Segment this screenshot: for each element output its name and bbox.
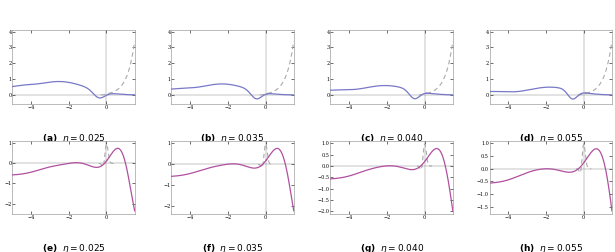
Text: $\mathbf{(c)}$  $\eta = 0.040$: $\mathbf{(c)}$ $\eta = 0.040$ — [360, 132, 423, 145]
Text: $\mathbf{(h)}$  $\eta = 0.055$: $\mathbf{(h)}$ $\eta = 0.055$ — [518, 242, 583, 252]
Text: $\mathbf{(e)}$  $\eta = 0.025$: $\mathbf{(e)}$ $\eta = 0.025$ — [42, 242, 105, 252]
Text: $\mathbf{(b)}$  $\eta = 0.035$: $\mathbf{(b)}$ $\eta = 0.035$ — [200, 132, 264, 145]
Text: $\mathbf{(g)}$  $\eta = 0.040$: $\mathbf{(g)}$ $\eta = 0.040$ — [360, 242, 424, 252]
Text: $\mathbf{(d)}$  $\eta = 0.055$: $\mathbf{(d)}$ $\eta = 0.055$ — [518, 132, 583, 145]
Text: $\mathbf{(f)}$  $\eta = 0.035$: $\mathbf{(f)}$ $\eta = 0.035$ — [202, 242, 263, 252]
Text: $\mathbf{(a)}$  $\eta = 0.025$: $\mathbf{(a)}$ $\eta = 0.025$ — [42, 132, 105, 145]
